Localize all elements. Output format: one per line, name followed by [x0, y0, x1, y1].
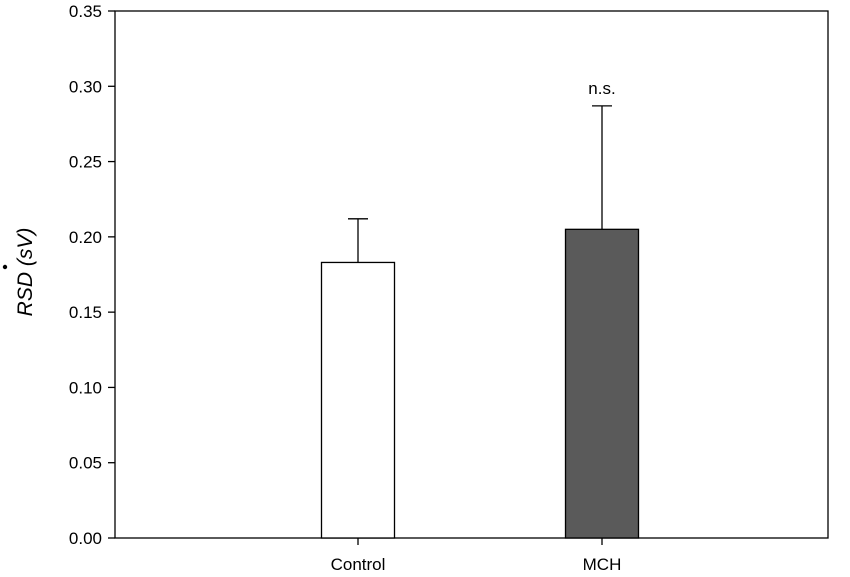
y-axis-label-group: RSD (sV) [2, 228, 37, 317]
y-tick-label: 0.15 [69, 303, 102, 322]
y-tick-label: 0.30 [69, 77, 102, 96]
y-tick-label: 0.20 [69, 228, 102, 247]
chart-annotations: n.s. [588, 79, 615, 98]
bar-control [320, 261, 396, 539]
x-tick-label-control: Control [331, 555, 386, 574]
chart-bars [320, 228, 640, 539]
y-tick-label: 0.25 [69, 153, 102, 172]
y-tick-label: 0.10 [69, 378, 102, 397]
y-axis-label: RSD (sV) [14, 228, 37, 317]
bar-mch [564, 228, 640, 539]
chart-axes: 0.00 0.05 0.10 0.15 0.20 0.25 0.30 0.35 Control M… [69, 2, 829, 574]
x-tick-label-mch: MCH [583, 555, 622, 574]
significance-annotation: n.s. [588, 79, 615, 98]
y-axis-label-dot [2, 264, 8, 270]
plot-frame [114, 10, 829, 539]
chart-error-bars [348, 105, 612, 263]
y-tick-label: 0.05 [69, 454, 102, 473]
y-tick-label: 0.00 [69, 529, 102, 548]
y-tick-label: 0.35 [69, 2, 102, 21]
